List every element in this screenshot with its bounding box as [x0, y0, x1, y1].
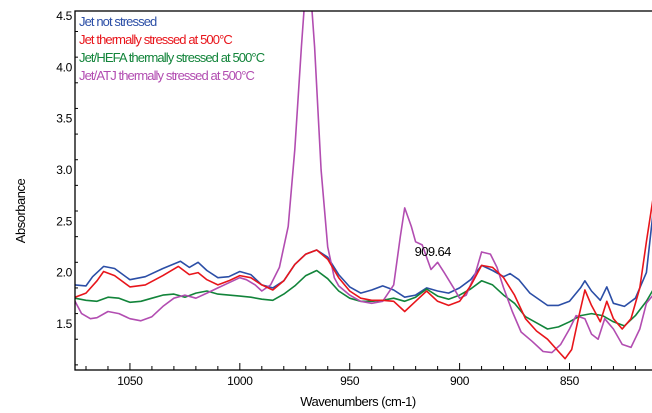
y-tick-label: 1.5	[56, 317, 72, 331]
x-tick-label: 1050	[117, 374, 143, 388]
y-tick-label: 2.0	[56, 266, 72, 280]
x-tick-label: 950	[340, 374, 360, 388]
annotation-layer: 909.64	[415, 244, 452, 259]
series-line-3	[75, 269, 652, 330]
x-tick-label: 900	[450, 374, 470, 388]
y-tick-label: 2.5	[56, 214, 72, 228]
y-axis-title: Absorbance	[13, 179, 28, 244]
y-tick-label: 3.5	[56, 112, 72, 126]
series-line-2	[75, 199, 652, 360]
legend-entry-1: Jet not stressed	[79, 14, 157, 29]
legend: Jet not stressed Jet thermally stressed a…	[79, 14, 266, 83]
series-line-4	[75, 11, 652, 354]
y-tick-label: 4.5	[56, 9, 72, 23]
legend-entry-2: Jet thermally stressed at 500°C	[79, 32, 232, 47]
legend-entry-3: Jet/HEFA thermally stressed at 500°C	[79, 50, 265, 65]
series-layer	[75, 11, 652, 360]
plot-frame	[74, 10, 652, 371]
y-tick-label: 3.0	[56, 163, 72, 177]
x-tick-label: 1000	[227, 374, 253, 388]
x-axis-title: Wavenumbers (cm-1)	[300, 394, 416, 409]
x-tick-label: 850	[560, 374, 580, 388]
legend-entry-4: Jet/ATJ thermally stressed at 500°C	[79, 68, 255, 83]
y-tick-label: 4.0	[56, 60, 72, 74]
series-line-1	[75, 214, 652, 308]
peak-annotation: 909.64	[415, 244, 452, 259]
axis-layer: 1050 1000 950 900 850 1.5 2.0 2.5 3.0 3.5 4.0 4.5	[56, 9, 636, 388]
